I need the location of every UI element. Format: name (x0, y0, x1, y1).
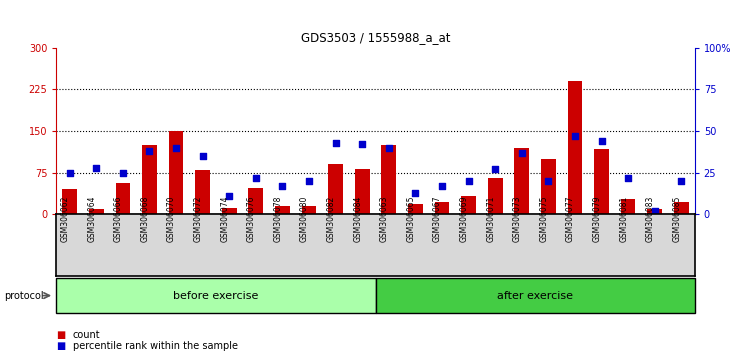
Bar (435, 202, 449, 214)
Text: ■: ■ (56, 341, 65, 351)
Bar (594, 149, 609, 214)
Text: GSM306081: GSM306081 (619, 196, 628, 242)
Bar (461, 196, 476, 214)
Bar (222, 207, 237, 214)
Text: GSM306071: GSM306071 (486, 196, 495, 242)
Point (569, 133, 581, 139)
Point (90, 165, 102, 170)
Text: before exercise: before exercise (173, 291, 258, 301)
Bar (382, 145, 396, 214)
Text: GSM306078: GSM306078 (273, 196, 282, 242)
Text: GDS3503 / 1555988_a_at: GDS3503 / 1555988_a_at (300, 31, 451, 44)
Text: GSM306073: GSM306073 (513, 196, 522, 242)
Point (170, 145, 182, 150)
Point (596, 138, 608, 144)
Text: GSM306064: GSM306064 (87, 196, 96, 242)
Bar (195, 170, 210, 214)
Point (542, 178, 554, 184)
Point (117, 170, 129, 175)
Text: GSM306077: GSM306077 (566, 196, 575, 242)
Text: GSM306072: GSM306072 (194, 196, 203, 242)
Text: GSM306075: GSM306075 (539, 196, 548, 242)
Text: ■: ■ (56, 330, 65, 339)
Text: GSM306069: GSM306069 (460, 196, 469, 242)
Point (675, 178, 687, 184)
Text: count: count (73, 330, 101, 339)
Text: GSM306062: GSM306062 (61, 196, 70, 242)
Point (436, 183, 448, 189)
Text: GSM306082: GSM306082 (327, 196, 336, 242)
Point (356, 142, 368, 147)
Point (223, 193, 235, 199)
Point (516, 150, 528, 155)
Bar (302, 206, 316, 214)
Bar (514, 148, 529, 214)
Point (383, 145, 395, 150)
Bar (647, 209, 662, 214)
Text: GSM306068: GSM306068 (140, 196, 149, 242)
Text: GSM306070: GSM306070 (167, 196, 176, 242)
Bar (328, 164, 343, 214)
Text: GSM306063: GSM306063 (380, 196, 389, 242)
Point (489, 166, 501, 172)
Point (409, 190, 421, 195)
Bar (376, 278, 695, 313)
Point (649, 208, 661, 214)
Text: GSM306065: GSM306065 (406, 196, 415, 242)
Point (250, 175, 262, 181)
Bar (56, 278, 376, 313)
Point (197, 153, 209, 159)
Bar (674, 202, 689, 214)
Bar (275, 206, 290, 214)
Point (64, 170, 76, 175)
Text: GSM306079: GSM306079 (593, 196, 602, 242)
Bar (408, 204, 423, 214)
Bar (621, 199, 635, 214)
Text: GSM306084: GSM306084 (353, 196, 362, 242)
Point (463, 178, 475, 184)
Bar (116, 183, 130, 214)
Bar (249, 188, 263, 214)
Bar (568, 81, 582, 214)
Point (276, 183, 288, 189)
Bar (541, 159, 556, 214)
Point (303, 178, 315, 184)
Bar (142, 145, 157, 214)
Point (143, 148, 155, 154)
Text: GSM306085: GSM306085 (672, 196, 681, 242)
Point (330, 140, 342, 145)
Bar (169, 131, 183, 214)
Text: GSM306080: GSM306080 (300, 196, 309, 242)
Text: GSM306067: GSM306067 (433, 196, 442, 242)
Text: protocol: protocol (4, 291, 44, 301)
Text: GSM306076: GSM306076 (247, 196, 256, 242)
Bar (355, 169, 369, 214)
Text: after exercise: after exercise (497, 291, 573, 301)
Text: GSM306066: GSM306066 (114, 196, 123, 242)
Bar (62, 189, 77, 214)
Text: percentile rank within the sample: percentile rank within the sample (73, 341, 238, 351)
Text: GSM306083: GSM306083 (646, 196, 655, 242)
Bar (89, 209, 104, 214)
Text: GSM306074: GSM306074 (220, 196, 229, 242)
Point (622, 175, 634, 181)
Bar (488, 178, 502, 214)
